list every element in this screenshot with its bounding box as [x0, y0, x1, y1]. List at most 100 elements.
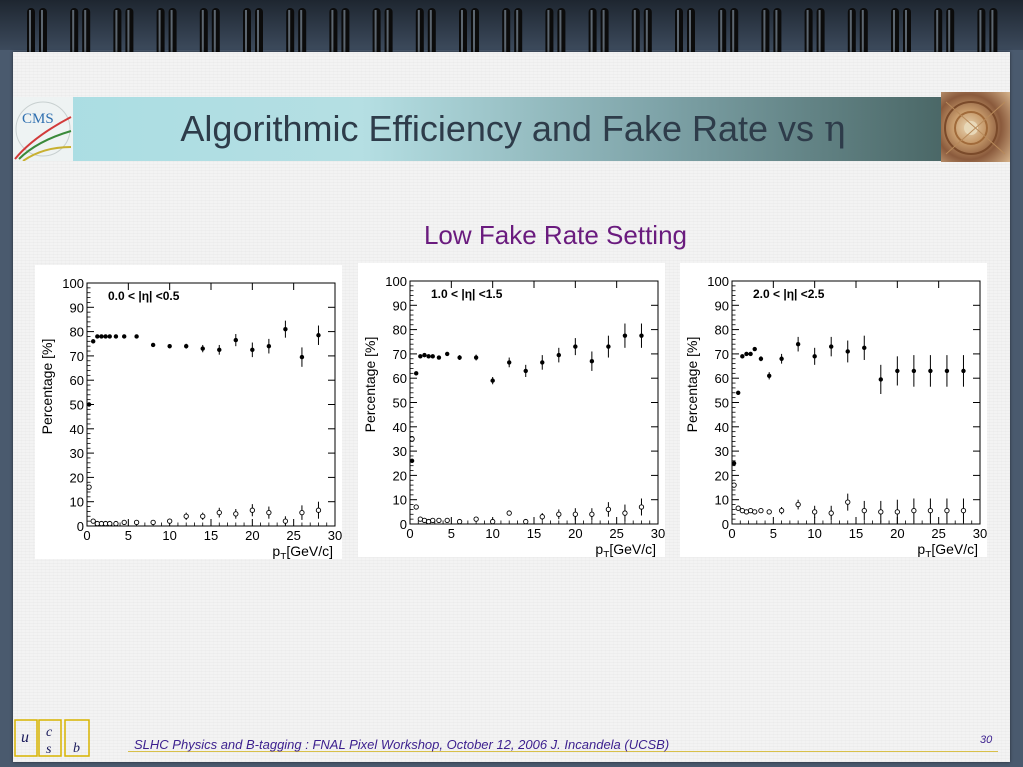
fake-rate-point	[731, 482, 737, 488]
x-tick-label: 20	[568, 526, 582, 541]
x-tick-label: 10	[485, 526, 499, 541]
fake-rate-point	[444, 517, 450, 524]
fake-rate-point	[430, 517, 436, 524]
efficiency-point	[299, 347, 305, 367]
efficiency-point	[779, 353, 784, 364]
fake-rate-point	[133, 519, 140, 526]
y-tick-label: 60	[70, 373, 84, 388]
fake-rate-point	[556, 509, 562, 520]
fake-rate-point	[944, 498, 950, 523]
fake-rate-point	[523, 518, 529, 525]
efficiency-point	[122, 334, 127, 339]
efficiency-point	[167, 343, 172, 349]
fake-rate-point	[299, 505, 305, 520]
x-tick-label: 30	[328, 528, 342, 543]
efficiency-point	[944, 355, 950, 387]
efficiency-point	[184, 343, 189, 349]
efficiency-point	[507, 357, 512, 368]
y-tick-label: 20	[70, 470, 84, 485]
y-tick-label: 40	[70, 422, 84, 437]
fake-rate-point	[216, 507, 222, 518]
fake-rate-point	[572, 508, 578, 521]
y-tick-label: 0	[400, 517, 407, 532]
plot-panel-1: 0 10 20 30 40 50 60 70 80 90 100 0 5 10 15 20 25 30 Percen…	[35, 265, 342, 559]
efficiency-point	[758, 356, 764, 362]
footer-rule	[128, 751, 998, 752]
y-tick-label: 100	[385, 274, 407, 289]
y-tick-label: 50	[715, 396, 729, 411]
fake-rate-point	[436, 517, 442, 524]
efficiency-point	[573, 338, 578, 356]
fake-rate-point	[605, 502, 612, 517]
logo-letter: s	[46, 742, 52, 757]
fake-rate-point	[766, 509, 772, 515]
efficiency-point	[862, 335, 867, 360]
efficiency-point	[812, 347, 817, 365]
fake-rate-point	[861, 500, 867, 521]
y-tick-label: 100	[707, 274, 729, 289]
efficiency-point	[233, 334, 238, 347]
efficiency-point	[99, 334, 104, 339]
efficiency-point	[748, 351, 753, 357]
efficiency-point	[266, 338, 272, 354]
y-tick-label: 70	[393, 347, 407, 362]
fake-rate-point	[778, 506, 785, 515]
fake-rate-point	[86, 484, 92, 490]
detector-photo	[941, 92, 1010, 162]
y-axis-label: Percentage [%]	[362, 337, 378, 433]
efficiency-point	[250, 342, 255, 358]
title-band	[13, 97, 1010, 161]
y-tick-label: 50	[393, 396, 407, 411]
y-tick-label: 70	[70, 349, 84, 364]
efficiency-point	[829, 336, 834, 357]
y-tick-label: 90	[70, 300, 84, 315]
efficiency-point	[744, 351, 749, 357]
fake-rate-point	[473, 516, 479, 522]
efficiency-point	[736, 390, 741, 395]
page-title: Algorithmic Efficiency and Fake Rate vs …	[88, 104, 938, 154]
x-axis-label: pT[GeV/c]	[272, 543, 333, 559]
fake-rate-point	[795, 499, 801, 510]
fake-rate-point	[828, 505, 834, 521]
y-axis-label: Percentage [%]	[684, 337, 700, 433]
fake-rate-point	[490, 518, 496, 525]
efficiency-point	[134, 334, 139, 339]
efficiency-point	[540, 355, 545, 370]
fake-rate-point	[812, 505, 818, 518]
fake-rate-point	[315, 501, 322, 519]
x-tick-label: 0	[83, 528, 90, 543]
eta-symbol: η	[824, 109, 846, 150]
efficiency-point	[409, 458, 415, 464]
fake-rate-point	[894, 499, 900, 524]
efficiency-point	[731, 461, 737, 466]
panel-title: 0.0 < |η| <0.5	[108, 289, 180, 303]
logo-letter: u	[21, 729, 29, 746]
y-tick-label: 60	[393, 371, 407, 386]
fake-rate-point	[878, 500, 884, 523]
efficiency-point	[878, 364, 883, 394]
fake-rate-point	[539, 513, 545, 521]
y-tick-label: 40	[393, 420, 407, 435]
efficiency-point	[107, 334, 112, 339]
efficiency-point	[103, 334, 108, 339]
efficiency-point	[556, 347, 561, 363]
efficiency-point	[622, 323, 628, 348]
fake-rate-point	[506, 510, 512, 516]
plot-panel-3: 0 10 20 30 40 50 60 70 80 90 100 0 5 10 15 20 25 30 Percen…	[680, 263, 987, 557]
slide-page: CMS Algorithmic Efficiency and Fake Rate…	[13, 52, 1010, 762]
y-axis-label: Percentage [%]	[39, 339, 55, 435]
efficiency-point	[414, 371, 419, 376]
fake-rate-point	[167, 518, 173, 524]
x-tick-label: 5	[448, 526, 455, 541]
fake-rate-point	[589, 508, 595, 521]
efficiency-point	[113, 334, 119, 339]
fake-rate-point	[845, 493, 851, 511]
x-axis-label: pT[GeV/c]	[595, 541, 656, 557]
slide-subtitle: Low Fake Rate Setting	[423, 220, 688, 250]
efficiency-point	[436, 355, 442, 360]
fake-rate-point	[911, 498, 917, 523]
plot-frame	[86, 282, 336, 527]
efficiency-point	[418, 354, 423, 359]
efficiency-point	[95, 334, 100, 339]
efficiency-point	[845, 340, 850, 363]
